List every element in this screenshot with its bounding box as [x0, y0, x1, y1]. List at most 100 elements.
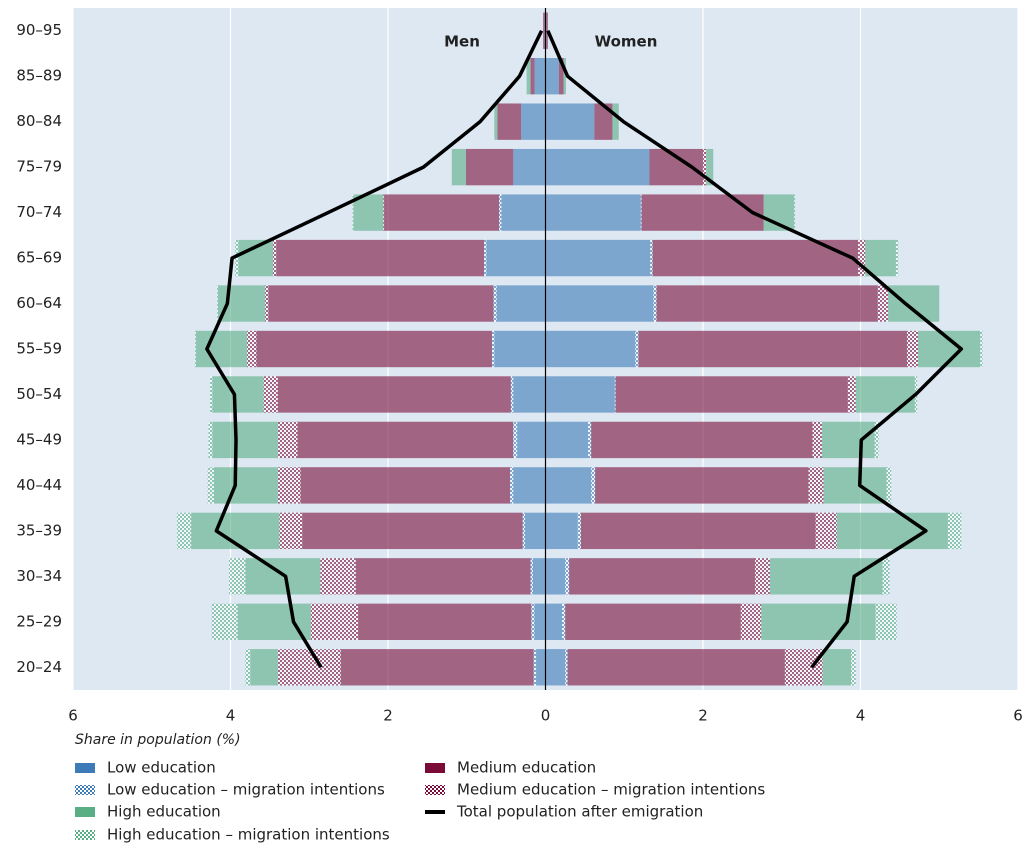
bar-segment — [513, 467, 546, 504]
bar-segment — [532, 558, 546, 595]
bar-segment — [207, 467, 214, 504]
bar-segment — [821, 421, 875, 459]
bar-segment — [465, 148, 514, 186]
bar-segment — [310, 603, 359, 640]
bar-segment — [212, 376, 264, 413]
bar-segment — [545, 285, 654, 322]
bar-segment — [565, 558, 570, 595]
bar-segment — [273, 239, 277, 277]
bar-segment — [277, 376, 511, 413]
bar-segment — [847, 376, 856, 413]
bar-segment — [656, 285, 878, 322]
y-tick-label: 85–89 — [16, 67, 62, 85]
bar-segment — [565, 649, 568, 686]
bar-segment — [706, 148, 714, 186]
legend-swatch — [425, 785, 445, 795]
bar-segment — [277, 467, 301, 504]
x-tick-label: 0 — [541, 707, 551, 725]
bar-segment — [211, 603, 238, 640]
y-tick-label: 90–95 — [16, 21, 62, 39]
bar-segment — [530, 58, 535, 95]
bar-segment — [615, 376, 848, 413]
bar-segment — [638, 330, 907, 368]
bar-segment — [250, 649, 278, 686]
bar-segment — [614, 376, 616, 413]
y-tick-label: 55–59 — [16, 340, 62, 358]
legend-label: High education – migration intentions — [107, 826, 390, 844]
bar-segment — [635, 330, 639, 368]
bar-segment — [567, 649, 785, 686]
bar-segment — [533, 649, 537, 686]
y-tick-label: 35–39 — [16, 521, 62, 539]
bar-segment — [580, 512, 816, 550]
bar-segment — [277, 649, 341, 686]
x-tick-label: 2 — [383, 707, 393, 725]
bar-segment — [947, 512, 962, 550]
bar-segment — [543, 12, 545, 49]
bar-segment — [510, 467, 514, 504]
bar-segment — [545, 58, 559, 95]
y-tick-label: 40–44 — [16, 476, 62, 494]
bar-segment — [875, 603, 897, 640]
bar-segment — [510, 376, 514, 413]
bar-segment — [545, 103, 595, 140]
bar-segment — [565, 603, 741, 640]
bar-segment — [649, 148, 703, 186]
bar-segment — [545, 649, 566, 686]
bar-segment — [340, 649, 534, 686]
bar-segment — [812, 421, 822, 459]
bar-segment — [591, 467, 596, 504]
bar-segment — [297, 421, 514, 459]
bar-segment — [276, 239, 485, 277]
bar-segment — [545, 239, 651, 277]
bar-segment — [526, 58, 531, 95]
x-axis-label: Share in population (%) — [75, 732, 241, 748]
bar-segment — [217, 285, 266, 322]
bar-segment — [545, 376, 615, 413]
bar-segment — [521, 103, 546, 140]
bar-segment — [320, 558, 356, 595]
y-tick-label: 75–79 — [16, 158, 62, 176]
bar-segment — [653, 285, 657, 322]
y-tick-label: 25–29 — [16, 612, 62, 630]
x-tick-label: 6 — [68, 707, 78, 725]
bar-segment — [888, 285, 940, 322]
bar-segment — [384, 194, 500, 231]
x-tick-label: 6 — [1013, 707, 1022, 725]
legend-swatch — [75, 807, 95, 817]
bar-segment — [499, 194, 502, 231]
bar-segment — [355, 558, 531, 595]
bar-segment — [513, 148, 546, 186]
bar-segment — [265, 285, 269, 322]
legend-swatch — [425, 763, 445, 773]
bar-segment — [237, 603, 311, 640]
bar-segment — [546, 12, 548, 49]
bar-segment — [383, 194, 385, 231]
total-line — [546, 30, 964, 669]
y-tick-label: 60–64 — [16, 294, 62, 312]
bar-segment — [176, 512, 192, 550]
bar-segment — [874, 421, 879, 459]
x-tick-label: 4 — [226, 707, 236, 725]
total-line — [205, 29, 544, 669]
bar-segment — [228, 558, 246, 595]
bar-segment — [208, 421, 213, 459]
bar-segment — [545, 603, 563, 640]
bar-segment — [536, 649, 546, 686]
bar-segment — [906, 330, 918, 368]
women-label: Women — [595, 33, 658, 51]
y-tick-label: 20–24 — [16, 658, 62, 676]
bar-segment — [358, 603, 532, 640]
bar-segment — [577, 512, 581, 550]
bar-segment — [212, 421, 278, 459]
bar-segment — [277, 421, 298, 459]
legend-label: High education — [107, 803, 221, 821]
bar-segment — [545, 558, 566, 595]
bar-segment — [545, 512, 578, 550]
bar-segment — [484, 239, 487, 277]
bar-segment — [588, 421, 592, 459]
bar-segment — [895, 239, 899, 277]
bar-segment — [531, 603, 535, 640]
bar-segment — [650, 239, 653, 277]
